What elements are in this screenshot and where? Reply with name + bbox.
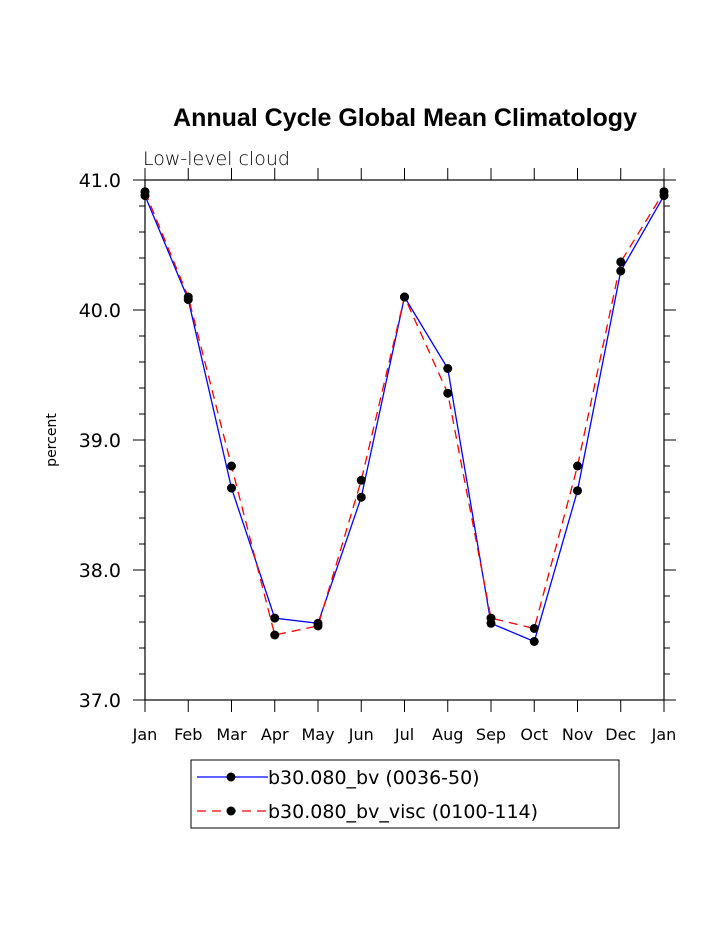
data-point-series-2 <box>227 461 236 471</box>
data-point-series-2 <box>183 292 193 302</box>
data-point-series-2 <box>573 461 582 471</box>
series-line-2 <box>144 191 665 636</box>
axis-ticks <box>133 168 676 712</box>
x-tick-label: Dec <box>605 725 636 744</box>
series-layer <box>140 187 669 646</box>
x-tick-label: Jan <box>132 725 158 744</box>
y-tick-label: 37.0 <box>79 690 121 712</box>
y-tick-label: 41.0 <box>79 170 121 192</box>
legend-marker-series-2 <box>226 806 236 816</box>
y-tick-labels: 37.0 38.0 39.0 40.0 41.0 <box>79 170 121 712</box>
x-tick-label: May <box>301 725 334 744</box>
data-point-series-2 <box>659 187 669 197</box>
data-point-series-2 <box>356 475 366 485</box>
data-point-series-2 <box>443 388 453 398</box>
plot-frame <box>144 179 665 701</box>
data-point-series-2 <box>486 613 496 623</box>
y-tick-label: 40.0 <box>79 300 121 322</box>
x-tick-labels: Jan Feb Mar Apr May Jun Jul Aug Sep Oct Nov Dec Jan <box>132 725 677 744</box>
data-point-series-2 <box>270 630 280 640</box>
data-point-series-1 <box>616 266 626 276</box>
data-point-series-1 <box>270 613 280 623</box>
chart-title: Annual Cycle Global Mean Climatology <box>173 104 637 132</box>
x-tick-label: Aug <box>432 725 463 744</box>
data-point-series-2 <box>529 624 539 633</box>
x-tick-label: Sep <box>476 725 506 744</box>
data-point-series-2 <box>400 292 409 302</box>
x-tick-label: Jan <box>651 725 677 744</box>
legend-box <box>190 759 620 829</box>
y-tick-label: 39.0 <box>79 430 121 452</box>
legend-label-series-2: b30.080_bv_visc (0100-114) <box>268 801 538 823</box>
data-point-series-2 <box>140 187 150 197</box>
x-tick-label: Nov <box>562 725 593 744</box>
y-tick-label: 38.0 <box>79 560 121 582</box>
data-point-series-2 <box>313 621 323 631</box>
x-tick-label: Mar <box>216 725 247 744</box>
x-tick-label: Feb <box>174 725 202 744</box>
legend-label-series-1: b30.080_bv (0036-50) <box>268 767 480 789</box>
data-point-series-1 <box>227 483 236 493</box>
data-point-series-1 <box>356 492 366 502</box>
data-point-series-1 <box>443 364 453 373</box>
x-tick-label: Jun <box>348 725 374 744</box>
data-point-series-1 <box>529 637 539 646</box>
series-line-1 <box>144 195 665 643</box>
x-tick-label: Jul <box>394 725 414 744</box>
legend: b30.080_bv (0036-50) b30.080_bv_visc (01… <box>190 759 620 829</box>
data-point-series-1 <box>573 486 582 496</box>
x-tick-label: Apr <box>261 725 289 744</box>
chart-subtitle: Low-level cloud <box>143 148 290 170</box>
x-tick-label: Oct <box>520 725 548 744</box>
legend-marker-series-1 <box>226 772 236 782</box>
data-point-series-2 <box>616 257 626 267</box>
y-axis-label: percent <box>44 413 60 467</box>
